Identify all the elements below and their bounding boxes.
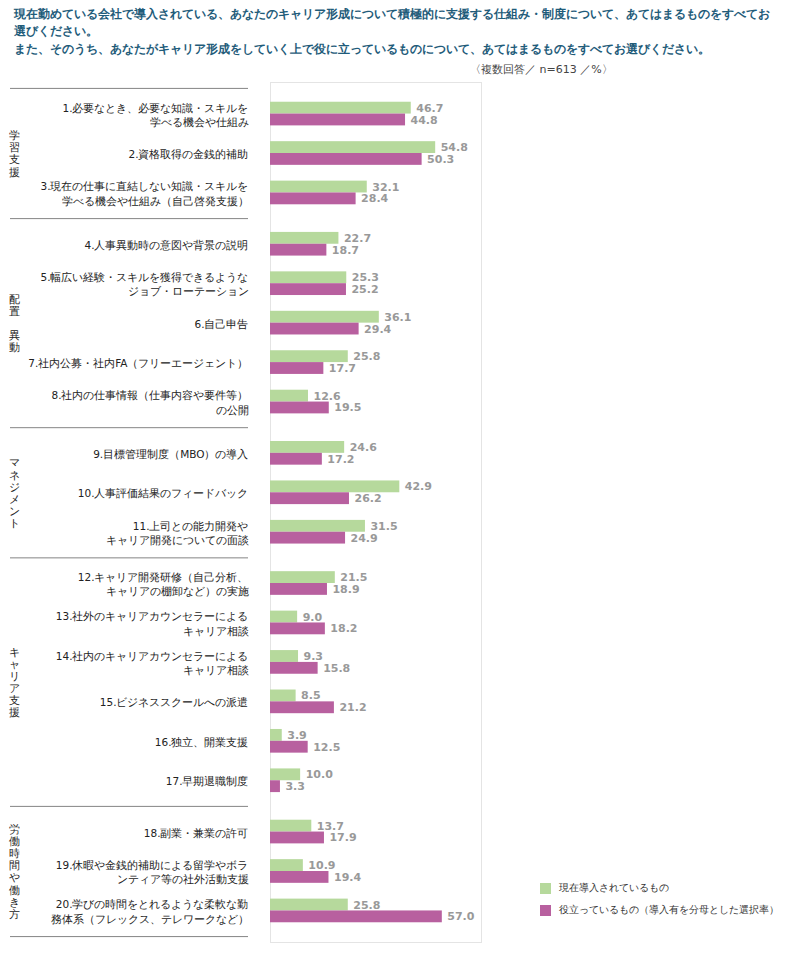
html-text:〈複数回答／ n=613 ／%〉: 〈複数回答／ n=613 ／%〉 [470, 63, 613, 77]
svg-text:9.3: 9.3 [304, 650, 324, 663]
svg-text:24.9: 24.9 [351, 532, 378, 545]
svg-text:17.9: 17.9 [329, 832, 356, 845]
svg-text:21.5: 21.5 [340, 571, 368, 585]
svg-text:29.4: 29.4 [364, 323, 391, 336]
svg-text:15.8: 15.8 [323, 662, 350, 675]
svg-text:19.5: 19.5 [334, 402, 361, 415]
svg-text:20.学びの時間をとれるような柔軟な勤務体系（フレックス、テ: 20.学びの時間をとれるような柔軟な勤務体系（フレックス、テレワークなど） [51, 899, 249, 925]
svg-text:10.人事評価結果のフィードバック: 10.人事評価結果のフィードバック [78, 487, 249, 499]
svg-text:キャリア支援: キャリア支援 [9, 646, 20, 720]
svg-text:12.5: 12.5 [313, 741, 340, 754]
svg-text:11.上司との能力開発やキャリア開発についての面談: 11.上司との能力開発やキャリア開発についての面談 [106, 520, 249, 546]
svg-text:12.6: 12.6 [313, 389, 341, 403]
svg-text:32.1: 32.1 [372, 180, 400, 194]
svg-text:25.3: 25.3 [351, 271, 379, 285]
svg-text:18.7: 18.7 [332, 244, 359, 257]
svg-text:8.5: 8.5 [301, 690, 321, 703]
svg-text:3.3: 3.3 [285, 780, 305, 793]
svg-text:4.人事異動時の意図や背景の説明: 4.人事異動時の意図や背景の説明 [84, 239, 248, 251]
svg-text:労働時間や働き方: 労働時間や働き方 [9, 823, 20, 921]
svg-text:25.8: 25.8 [353, 899, 380, 912]
svg-text:9.目標管理制度（MBO）の導入: 9.目標管理制度（MBO）の導入 [93, 448, 248, 460]
svg-text:13.7: 13.7 [316, 819, 344, 833]
svg-text:16.独立、開業支援: 16.独立、開業支援 [155, 736, 249, 748]
svg-text:13.社外のキャリアカウンセラーによるキャリア相談: 13.社外のキャリアカウンセラーによるキャリア相談 [56, 611, 249, 637]
svg-text:14.社内のキャリアカウンセラーによるキャリア相談: 14.社内のキャリアカウンセラーによるキャリア相談 [56, 650, 249, 676]
svg-text:17.2: 17.2 [327, 453, 354, 466]
svg-text:12.キャリア開発研修（自己分析、キャリアの棚卸など）の実施: 12.キャリア開発研修（自己分析、キャリアの棚卸など）の実施 [78, 571, 249, 597]
svg-text:25.8: 25.8 [353, 350, 380, 363]
svg-text:15.ビジネススクールへの派遣: 15.ビジネススクールへの派遣 [100, 697, 249, 709]
html-text:現在勤めている会社で導入されている、あなたのキャリア形成につ: 現在勤めている会社で導入されている、あなたのキャリア形成について積極的に支援する… [14, 7, 770, 39]
svg-text:18.副業・兼業の許可: 18.副業・兼業の許可 [144, 827, 249, 839]
svg-text:31.5: 31.5 [370, 520, 398, 533]
html-text:現在導入されているもの: 現在導入されているもの [559, 882, 669, 894]
svg-text:46.7: 46.7 [416, 101, 444, 115]
svg-text:57.0: 57.0 [447, 911, 474, 924]
svg-text:5.幅広い経験・スキルを獲得できるようなジョブ・ローテーショ: 5.幅広い経験・スキルを獲得できるようなジョブ・ローテーション [40, 271, 248, 297]
svg-text:54.8: 54.8 [440, 141, 468, 155]
svg-text:8.社内の仕事情報（仕事内容や要件等）の公開: 8.社内の仕事情報（仕事内容や要件等）の公開 [51, 390, 248, 416]
svg-text:26.2: 26.2 [354, 492, 381, 505]
svg-text:10.0: 10.0 [306, 769, 333, 782]
svg-text:3.9: 3.9 [287, 729, 307, 742]
svg-text:学習支援: 学習支援 [9, 129, 20, 178]
svg-text:42.9: 42.9 [405, 481, 432, 494]
svg-text:マネジメント: マネジメント [9, 457, 20, 530]
svg-text:1.必要なとき、必要な知識・スキルを学べる機会や仕組み: 1.必要なとき、必要な知識・スキルを学べる機会や仕組み [62, 102, 248, 128]
svg-text:6.自己申告: 6.自己申告 [194, 318, 248, 330]
svg-text:7.社内公募・社内FA（フリーエージェント）: 7.社内公募・社内FA（フリーエージェント） [28, 357, 248, 369]
svg-text:9.0: 9.0 [303, 611, 323, 624]
svg-text:配置 異動: 配置 異動 [9, 293, 20, 354]
html-text:役立っているもの（導入有を分母とした選択率）: 役立っているもの（導入有を分母とした選択率） [559, 904, 779, 916]
svg-text:17.早期退職制度: 17.早期退職制度 [166, 775, 249, 787]
svg-text:19.休暇や金銭的補助による留学やボランティア等の社外活動支: 19.休暇や金銭的補助による留学やボランティア等の社外活動支援 [56, 859, 249, 885]
svg-text:3.現在の仕事に直結しない知識・スキルを学べる機会や仕組み（: 3.現在の仕事に直結しない知識・スキルを学べる機会や仕組み（自己啓発支援） [40, 181, 248, 207]
svg-text:19.4: 19.4 [334, 871, 361, 884]
svg-text:18.9: 18.9 [332, 583, 359, 596]
svg-text:18.2: 18.2 [330, 623, 357, 636]
svg-text:10.9: 10.9 [308, 859, 335, 872]
svg-text:24.6: 24.6 [349, 441, 377, 455]
svg-text:25.2: 25.2 [351, 283, 378, 296]
html-text:また、そのうち、あなたがキャリア形成をしていく上で役に立って: また、そのうち、あなたがキャリア形成をしていく上で役に立っているものについて、あ… [14, 41, 710, 56]
svg-text:2.資格取得の金銭的補助: 2.資格取得の金銭的補助 [128, 148, 248, 160]
svg-text:44.8: 44.8 [411, 114, 438, 127]
svg-text:21.2: 21.2 [339, 701, 366, 714]
svg-text:17.7: 17.7 [329, 362, 356, 375]
svg-text:22.7: 22.7 [343, 232, 372, 245]
svg-text:50.3: 50.3 [427, 153, 454, 166]
svg-text:28.4: 28.4 [361, 193, 388, 206]
svg-text:36.1: 36.1 [384, 310, 412, 324]
